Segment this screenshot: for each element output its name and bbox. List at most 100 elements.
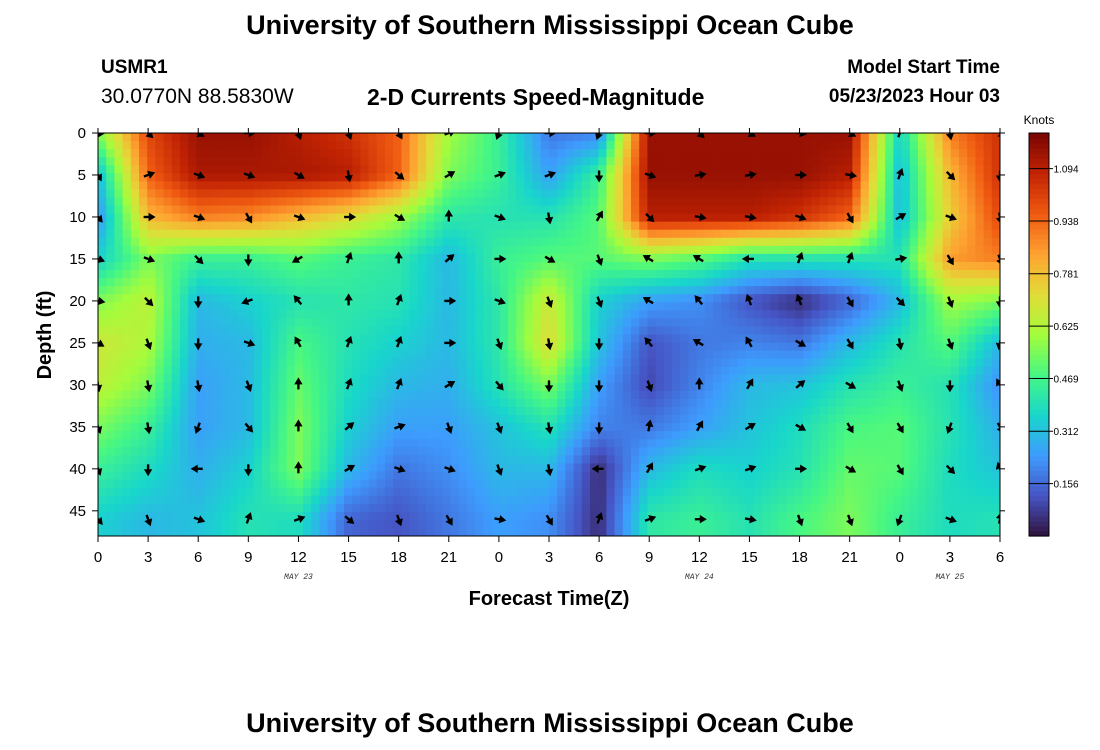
heatmap-cell — [803, 181, 812, 191]
heatmap-cell — [155, 229, 165, 239]
heatmap-cell — [278, 270, 288, 279]
heatmap-cell — [639, 278, 648, 287]
heatmap-cell — [622, 181, 632, 191]
heatmap-cell — [278, 181, 288, 191]
heatmap-cell — [524, 479, 534, 489]
heatmap-cell — [483, 286, 493, 295]
heatmap-cell — [114, 197, 124, 207]
heatmap-cell — [450, 245, 460, 255]
heatmap-cell — [442, 286, 452, 295]
heatmap-cell — [196, 133, 206, 142]
heatmap-cell — [245, 366, 255, 376]
heatmap-cell — [827, 261, 837, 271]
heatmap-cell — [180, 431, 189, 440]
heatmap-cell — [581, 390, 591, 400]
heatmap-cell — [368, 278, 378, 287]
heatmap-cell — [614, 310, 624, 319]
heatmap-cell — [221, 197, 230, 207]
heatmap-cell — [819, 318, 829, 328]
heatmap-cell — [245, 221, 255, 231]
heatmap-cell — [335, 326, 345, 336]
heatmap-cell — [278, 350, 288, 360]
heatmap-cell — [852, 382, 862, 392]
heatmap-cell — [196, 471, 206, 481]
heatmap-cell — [467, 197, 476, 207]
heatmap-cell — [836, 487, 845, 497]
heatmap-cell — [147, 382, 156, 392]
heatmap-cell — [967, 350, 976, 360]
heatmap-cell — [877, 334, 886, 344]
heatmap-cell — [844, 431, 853, 440]
heatmap-cell — [106, 173, 115, 182]
heatmap-cell — [327, 423, 337, 432]
heatmap-cell — [647, 205, 657, 215]
heatmap-cell — [270, 350, 279, 360]
heatmap-cell — [827, 318, 837, 328]
heatmap-cell — [212, 286, 222, 295]
heatmap-cell — [311, 165, 320, 174]
heatmap-cell — [655, 366, 665, 376]
heatmap-cell — [557, 173, 566, 182]
heatmap-cell — [196, 197, 206, 207]
heatmap-cell — [991, 374, 1000, 384]
heatmap-cell — [253, 318, 263, 328]
heatmap-cell — [721, 463, 730, 473]
heatmap-cell — [278, 463, 288, 473]
heatmap-cell — [294, 197, 304, 207]
heatmap-cell — [376, 382, 386, 392]
heatmap-cell — [327, 270, 337, 279]
heatmap-cell — [860, 173, 870, 182]
heatmap-cell — [532, 479, 542, 489]
heatmap-cell — [655, 149, 665, 158]
heatmap-cell — [130, 133, 140, 142]
heatmap-cell — [147, 229, 156, 239]
heatmap-cell — [376, 318, 386, 328]
heatmap-cell — [409, 302, 419, 311]
heatmap-cell — [975, 342, 985, 352]
heatmap-cell — [401, 261, 411, 271]
heatmap-cell — [286, 157, 296, 166]
heatmap-cell — [155, 197, 165, 207]
heatmap-cell — [237, 366, 247, 376]
heatmap-cell — [795, 141, 804, 150]
heatmap-cell — [991, 342, 1000, 352]
heatmap-cell — [745, 318, 755, 328]
heatmap-cell — [450, 423, 460, 432]
heatmap-cell — [98, 286, 107, 295]
heatmap-cell — [581, 382, 591, 392]
heatmap-cell — [303, 133, 312, 142]
heatmap-cell — [549, 342, 558, 352]
heatmap-cell — [393, 431, 402, 440]
heatmap-cell — [467, 133, 476, 142]
heatmap-cell — [147, 350, 156, 360]
heatmap-cell — [852, 237, 862, 247]
heatmap-cell — [303, 463, 312, 473]
heatmap-cell — [171, 431, 181, 440]
heatmap-cell — [122, 141, 132, 150]
heatmap-cell — [532, 310, 542, 319]
heatmap-cell — [499, 310, 509, 319]
heatmap-cell — [212, 415, 222, 424]
heatmap-cell — [901, 261, 911, 271]
heatmap-cell — [212, 495, 222, 505]
heatmap-cell — [647, 229, 657, 239]
heatmap-cell — [155, 479, 165, 489]
heatmap-cell — [737, 149, 747, 158]
heatmap-cell — [532, 181, 542, 191]
heatmap-cell — [335, 479, 345, 489]
heatmap-cell — [368, 310, 378, 319]
heatmap-cell — [704, 310, 714, 319]
heatmap-cell — [770, 382, 780, 392]
heatmap-cell — [532, 326, 542, 336]
heatmap-cell — [237, 189, 247, 199]
heatmap-cell — [934, 270, 944, 279]
heatmap-cell — [639, 350, 648, 360]
heatmap-cell — [950, 326, 960, 336]
heatmap-cell — [918, 415, 927, 424]
heatmap-cell — [352, 181, 361, 191]
heatmap-cell — [483, 213, 493, 223]
heatmap-cell — [270, 253, 279, 263]
heatmap-cell — [672, 374, 681, 384]
heatmap-cell — [221, 173, 230, 182]
heatmap-cell — [204, 463, 214, 473]
